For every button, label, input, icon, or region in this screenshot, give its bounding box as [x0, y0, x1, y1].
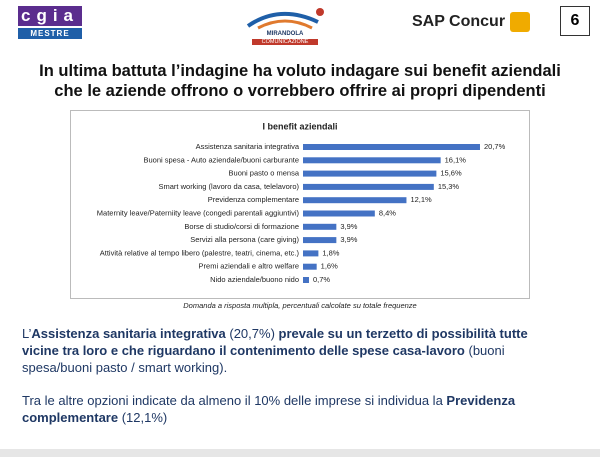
category-label: Nido aziendale/buono nido	[210, 275, 299, 284]
brand-icon	[510, 12, 530, 32]
value-label: 12,1%	[410, 195, 432, 204]
text-segment: (buoni spesa/buoni pasto / smart working…	[22, 343, 505, 375]
category-label: Buoni spesa - Auto aziendale/buoni carbu…	[143, 155, 299, 164]
category-label: Buoni pasto o mensa	[229, 169, 300, 178]
bar	[303, 210, 375, 217]
category-label: Borse di studio/corsi di formazione	[184, 222, 299, 231]
slide-title: In ultima battuta l’indagine ha voluto i…	[39, 62, 561, 80]
value-label: 0,7%	[313, 275, 330, 284]
category-label: Servizi alla persona (care giving)	[190, 235, 299, 244]
value-label: 8,4%	[379, 208, 396, 217]
text-segment: Tra le altre opzioni indicate da almeno …	[22, 393, 447, 408]
text-block: L’Assistenza sanitaria integrativa (20,7…	[0, 325, 600, 442]
brand: SAP Concur	[412, 13, 506, 30]
chart-title: I benefit aziendali	[262, 121, 337, 131]
category-label: Smart working (lavoro da casa, telelavor…	[159, 182, 300, 191]
value-label: 3,9%	[340, 235, 357, 244]
text-segment: (12,1%)	[118, 410, 168, 425]
bar	[303, 170, 437, 177]
paragraph: L’Assistenza sanitaria integrativa (20,7…	[22, 325, 567, 376]
bar	[303, 250, 319, 257]
logo-center: MIRANDOLA	[266, 31, 304, 37]
value-label: 1,8%	[322, 248, 339, 257]
text-segment: L’	[22, 326, 32, 341]
value-label: 1,6%	[321, 262, 338, 271]
bar	[303, 144, 480, 150]
category-label: Premi aziendali e altro welfare	[199, 262, 299, 271]
text-segment: Previdenza complementare	[22, 393, 516, 425]
text-segment: Assistenza sanitaria integrativa	[31, 326, 226, 341]
page-number: 6	[560, 6, 590, 36]
chart-frame	[70, 110, 530, 299]
value-label: 15,3%	[438, 182, 460, 191]
category-label: Previdenza complementare	[208, 195, 299, 204]
text-segment: (20,7%)	[225, 326, 279, 341]
bar	[303, 237, 337, 244]
value-label: 15,6%	[440, 169, 462, 178]
footer-bar	[0, 449, 600, 457]
bar	[303, 157, 441, 164]
value-label: 3,9%	[340, 222, 357, 231]
bar	[303, 277, 309, 283]
chart-note: Domanda a risposta multipla, percentuali…	[183, 301, 416, 310]
value-label: 16,1%	[445, 155, 467, 164]
category-label: Assistenza sanitaria integrativa	[196, 142, 300, 151]
logo-center-graphic	[246, 8, 324, 30]
bar	[303, 197, 407, 204]
value-label: 20,7%	[484, 142, 506, 151]
bar	[303, 223, 337, 230]
paragraph: Tra le altre opzioni indicate da almeno …	[22, 392, 567, 426]
chart: I benefit aziendali Domanda a risposta m…	[70, 110, 530, 310]
text-segment: prevale su un terzetto di possibilità tu…	[22, 326, 528, 358]
logo-left-sub: MESTRE	[18, 28, 82, 39]
bar	[303, 263, 317, 270]
category-label: Maternity leave/Paterniity leave (conged…	[97, 208, 300, 217]
bar	[303, 183, 434, 190]
slide-title: che le aziende offrono o vorrebbero offr…	[54, 82, 546, 100]
logo-center-sub: COMUNICAZIONE	[252, 39, 318, 45]
category-label: Attività relative al tempo libero (pales…	[100, 248, 300, 257]
logo-left: cgia	[18, 6, 82, 26]
